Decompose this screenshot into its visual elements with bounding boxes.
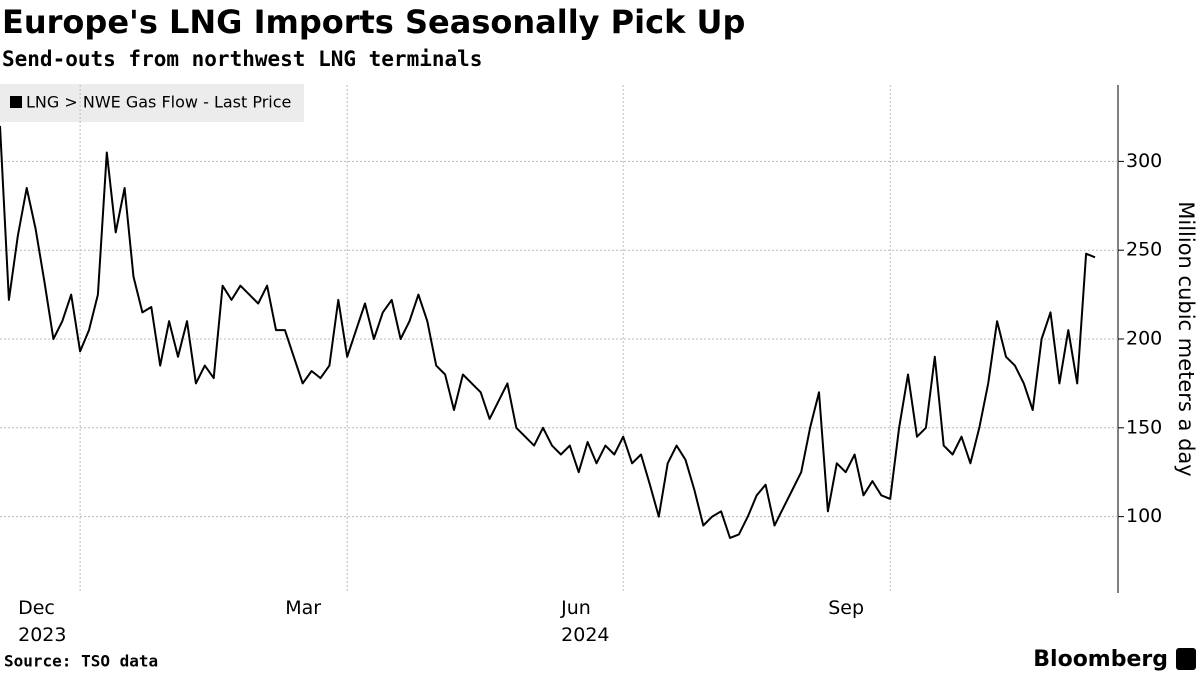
brand: Bloomberg — [1033, 647, 1168, 672]
x-tick-label: Dec 2023 — [18, 597, 67, 646]
y-tick-label: 150 — [1126, 416, 1162, 438]
chart-subtitle: Send-outs from northwest LNG terminals — [2, 47, 482, 71]
y-tick-label: 300 — [1126, 150, 1162, 172]
source: Source: TSO data — [4, 652, 158, 671]
series-line — [0, 125, 1096, 539]
y-tick-label: 100 — [1126, 505, 1162, 527]
y-tick-label: 250 — [1126, 239, 1162, 261]
x-tick-label: Mar — [285, 597, 322, 619]
x-tick-label: Sep — [828, 597, 865, 619]
legend-box — [0, 84, 304, 122]
legend-label: LNG > NWE Gas Flow - Last Price — [26, 93, 291, 112]
chart-title: Europe's LNG Imports Seasonally Pick Up — [2, 3, 745, 41]
legend-swatch — [10, 96, 22, 108]
y-axis-title: Million cubic meters a day — [1174, 201, 1198, 476]
x-tick-label: Jun 2024 — [561, 597, 610, 646]
y-tick-label: 200 — [1126, 328, 1162, 350]
brand-icon — [1176, 648, 1196, 670]
